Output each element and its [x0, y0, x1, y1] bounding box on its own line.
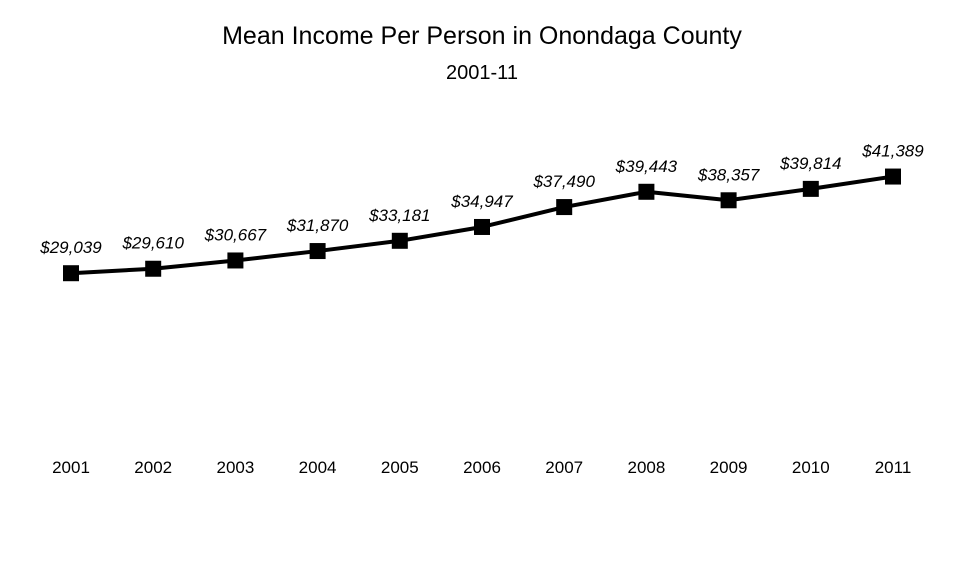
- chart-title: Mean Income Per Person in Onondaga Count…: [222, 22, 742, 50]
- x-tick-label: 2004: [299, 458, 337, 477]
- plot-area: 2001 2002 2003 2004 2005 2006 2007 2008 2009 2010…: [39, 142, 924, 477]
- data-label: $34,947: [450, 192, 513, 211]
- data-label: $31,870: [286, 216, 349, 235]
- data-label: $29,610: [121, 234, 184, 253]
- x-tick-label: 2002: [134, 458, 172, 477]
- x-tick-label: 2005: [381, 458, 419, 477]
- x-tick-label: 2003: [216, 458, 254, 477]
- x-tick-label: 2011: [875, 458, 912, 477]
- x-tick-label: 2001: [52, 458, 90, 477]
- data-label: $38,357: [697, 165, 760, 184]
- data-label: $39,443: [615, 157, 678, 176]
- data-label: $30,667: [204, 225, 267, 244]
- data-label: $33,181: [368, 206, 430, 225]
- data-point-marker: [391, 232, 408, 249]
- data-point-marker: [556, 199, 573, 216]
- data-label: $29,039: [39, 238, 102, 257]
- x-tick-label: 2008: [627, 458, 665, 477]
- data-point-marker: [474, 218, 490, 235]
- data-point-marker: [63, 265, 79, 282]
- data-point-marker: [145, 260, 162, 277]
- data-label: $41,389: [861, 142, 924, 161]
- data-point-marker: [720, 192, 737, 209]
- x-tick-label: 2010: [792, 458, 830, 477]
- data-label: $37,490: [532, 172, 595, 191]
- x-tick-label: 2007: [545, 458, 583, 477]
- x-tick-label: 2006: [463, 458, 501, 477]
- x-tick-label: 2009: [710, 458, 748, 477]
- data-point-marker: [227, 252, 244, 269]
- data-point-marker: [638, 183, 655, 200]
- chart-subtitle: 2001-11: [446, 62, 518, 84]
- data-point-marker: [309, 243, 326, 260]
- data-point-marker: [885, 168, 901, 185]
- data-point-marker: [802, 180, 819, 197]
- data-label: $39,814: [779, 154, 841, 173]
